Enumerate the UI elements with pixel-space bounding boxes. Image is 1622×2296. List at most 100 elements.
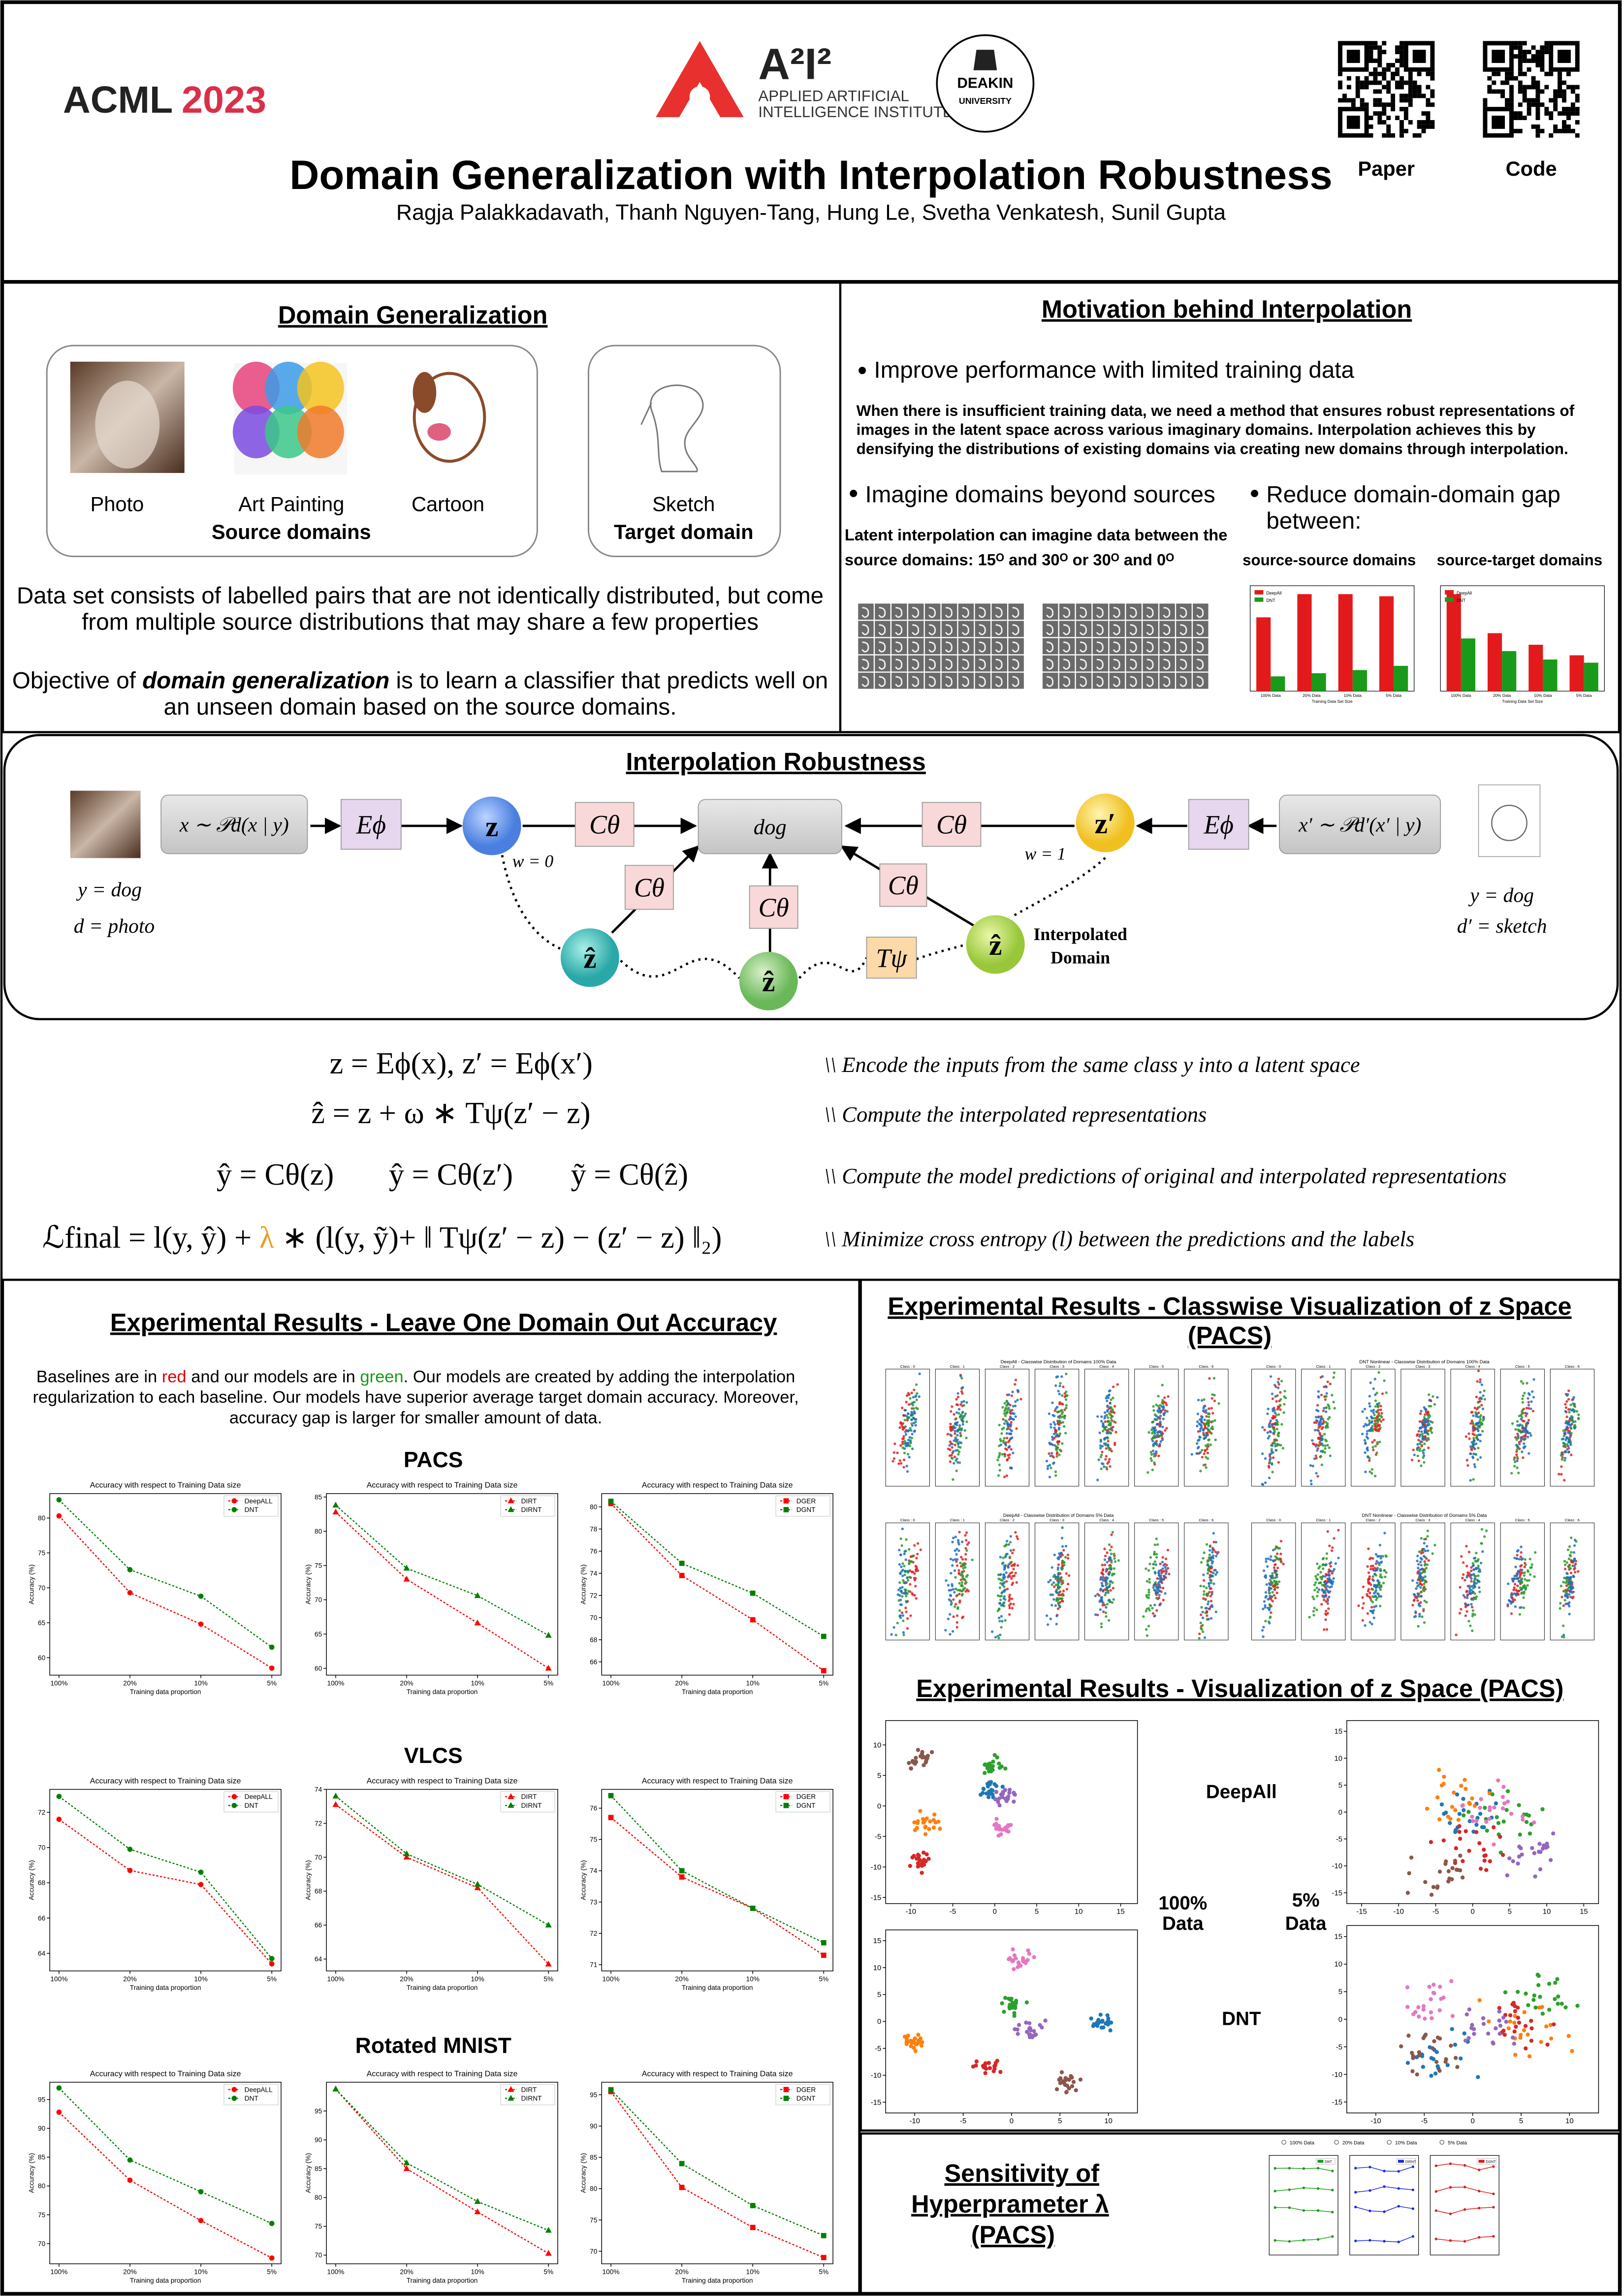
scatter-dot	[1157, 1571, 1160, 1574]
qr-module	[1399, 54, 1404, 59]
y-tick-label: 75	[38, 1549, 46, 1557]
x-axis-label: Training data proportion	[130, 2277, 201, 2284]
scatter-dot	[1373, 1422, 1376, 1426]
scatter-dot	[903, 1573, 906, 1576]
scatter-dot	[950, 1410, 953, 1413]
scatter-dot	[1006, 1552, 1009, 1556]
scatter-dot	[1155, 1585, 1158, 1588]
embedding-dot	[981, 1791, 985, 1795]
digit-stroke	[878, 624, 886, 635]
qr-module	[1399, 94, 1404, 98]
embedding-dot	[932, 1812, 937, 1817]
scatter-dot	[1214, 1438, 1217, 1442]
scatter-dot	[1431, 1431, 1433, 1434]
objective: Objective of domain generalization is to…	[12, 667, 828, 693]
scatter-dot	[959, 1403, 962, 1406]
scatter-dot	[1275, 1414, 1278, 1416]
scatter-dot	[1203, 1590, 1206, 1593]
scatter-dot	[951, 1564, 954, 1567]
scatter-dot	[1364, 1624, 1367, 1627]
scatter-dot	[1513, 1465, 1516, 1468]
embedding-dot	[1024, 2030, 1029, 2034]
scatter-dot	[1424, 1580, 1427, 1583]
embedding-dot	[1425, 1806, 1430, 1811]
scatter-dot	[951, 1630, 954, 1633]
scatter-dot	[1337, 1529, 1340, 1532]
scatter-dot	[1377, 1595, 1381, 1598]
digit-stroke	[978, 676, 986, 687]
qr-module	[1355, 85, 1360, 90]
digit-stroke	[928, 624, 936, 635]
scatter-dot	[1110, 1561, 1113, 1564]
scatter-dot	[1148, 1563, 1151, 1566]
scatter-dot	[1331, 1582, 1334, 1585]
qr-module	[1391, 94, 1396, 98]
scatter-dot	[1057, 1563, 1060, 1566]
scatter-dot	[1379, 1569, 1382, 1572]
scatter-dot	[1100, 1467, 1103, 1471]
intro-part: and our models are in	[187, 1368, 360, 1386]
scatter-dot	[898, 1609, 901, 1612]
scatter-dot	[1057, 1591, 1060, 1594]
scatter-dot	[1271, 1444, 1274, 1447]
scatter-dot	[955, 1469, 958, 1473]
scatter-dot	[1565, 1421, 1568, 1425]
series-line	[610, 1501, 824, 1637]
embedding-dot	[1435, 1795, 1440, 1800]
qr-module	[1403, 116, 1408, 120]
digit-stroke	[1196, 641, 1204, 653]
digit-stroke	[1196, 624, 1204, 635]
scatter-dot	[1163, 1575, 1166, 1578]
y-tick-label: 68	[315, 1887, 322, 1895]
scatter-dot	[1422, 1451, 1425, 1455]
embedding-dot	[928, 1819, 932, 1824]
subplot-title: Class : 4	[1465, 1518, 1481, 1522]
scatter-dot	[1526, 1584, 1529, 1587]
scatter-dot	[1152, 1563, 1155, 1566]
y-tick-label: -5	[875, 1833, 881, 1841]
scatter-dot	[1164, 1566, 1167, 1569]
scatter-dot	[955, 1411, 958, 1414]
scatter-dot	[915, 1566, 918, 1569]
scatter-dot	[965, 1436, 968, 1440]
qr-module	[1540, 128, 1545, 133]
scatter-dot	[1056, 1441, 1059, 1444]
qr-module	[1403, 80, 1408, 85]
qr-module	[1566, 71, 1571, 76]
embedding-dot	[1032, 2029, 1036, 2033]
scatter-dot	[1562, 1429, 1565, 1432]
data-point	[198, 2189, 204, 2195]
scatter-dot	[1464, 1614, 1467, 1617]
scatter-dot	[1436, 1396, 1439, 1399]
scatter-dot	[954, 1605, 956, 1608]
scatter-dot	[1006, 1423, 1010, 1426]
scatter-dot	[1361, 1596, 1364, 1599]
scatter-dot	[1006, 1458, 1009, 1461]
qr-module	[1531, 102, 1536, 107]
scatter-dot	[1316, 1449, 1319, 1452]
scatter-dot	[1425, 1439, 1428, 1442]
scatter-dot	[1202, 1585, 1206, 1588]
scatter-dot	[1323, 1433, 1326, 1436]
scatter-dot	[1568, 1589, 1572, 1592]
scatter-dot	[1317, 1426, 1320, 1429]
digit-stroke	[995, 676, 1003, 687]
digit-stroke	[912, 624, 920, 635]
scatter-dot	[1361, 1410, 1364, 1413]
scatter-dot	[1516, 1420, 1519, 1423]
scatter-dot	[1108, 1585, 1111, 1588]
scatter-dot	[1374, 1586, 1378, 1589]
scatter-dot	[1466, 1571, 1469, 1574]
scatter-dot	[1427, 1438, 1430, 1441]
scatter-dot	[954, 1422, 957, 1425]
scatter-dot	[1056, 1575, 1060, 1578]
scatter-dot	[1532, 1378, 1535, 1381]
scatter-dot	[1367, 1590, 1370, 1593]
scatter-dot	[1057, 1604, 1061, 1607]
data-point	[474, 1619, 481, 1626]
scatter-dot	[1368, 1457, 1371, 1460]
scatter-dot	[908, 1548, 911, 1551]
qr-module	[1570, 85, 1575, 90]
scatter-dot	[1559, 1602, 1562, 1605]
interpolation-path	[501, 855, 561, 950]
